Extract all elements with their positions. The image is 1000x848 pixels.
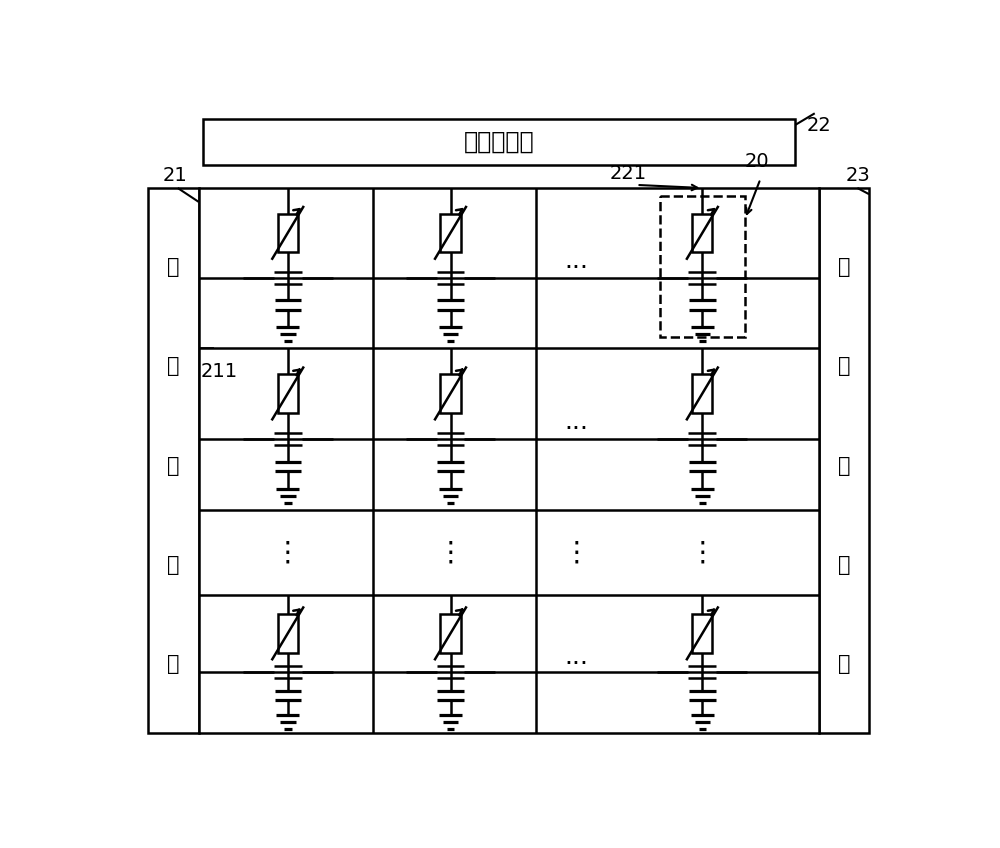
Text: 23: 23 <box>846 166 870 185</box>
Bar <box>692 214 712 252</box>
Text: 211: 211 <box>201 362 238 381</box>
Bar <box>199 188 819 734</box>
Text: ···: ··· <box>564 417 588 441</box>
Text: 动: 动 <box>167 455 180 476</box>
Text: ⋮: ⋮ <box>562 538 590 566</box>
Text: 行: 行 <box>167 257 180 277</box>
Text: 共: 共 <box>838 356 850 377</box>
Bar <box>692 614 712 653</box>
Bar <box>692 374 712 413</box>
Text: 公: 公 <box>838 257 850 277</box>
Text: ⋮: ⋮ <box>274 538 302 566</box>
Bar <box>440 374 461 413</box>
Text: ⋮: ⋮ <box>437 538 464 566</box>
Bar <box>148 188 199 734</box>
Text: 列数据线组: 列数据线组 <box>464 130 534 153</box>
Text: 电: 电 <box>838 555 850 575</box>
Text: ⋮: ⋮ <box>688 538 716 566</box>
Bar <box>440 614 461 653</box>
Text: 线: 线 <box>167 555 180 575</box>
Bar <box>440 214 461 252</box>
Text: 驱: 驱 <box>167 356 180 377</box>
Bar <box>660 196 745 337</box>
Text: 21: 21 <box>162 166 187 185</box>
Text: ···: ··· <box>564 256 588 280</box>
Text: 20: 20 <box>745 152 770 171</box>
Text: ···: ··· <box>564 652 588 676</box>
Bar <box>202 119 795 165</box>
Bar <box>278 214 298 252</box>
Bar <box>819 188 869 734</box>
Text: 22: 22 <box>807 115 832 135</box>
Text: 组: 组 <box>167 654 180 674</box>
Bar <box>278 614 298 653</box>
Text: 极: 极 <box>838 654 850 674</box>
Text: 顶: 顶 <box>838 455 850 476</box>
Bar <box>278 374 298 413</box>
Text: 221: 221 <box>609 164 646 182</box>
